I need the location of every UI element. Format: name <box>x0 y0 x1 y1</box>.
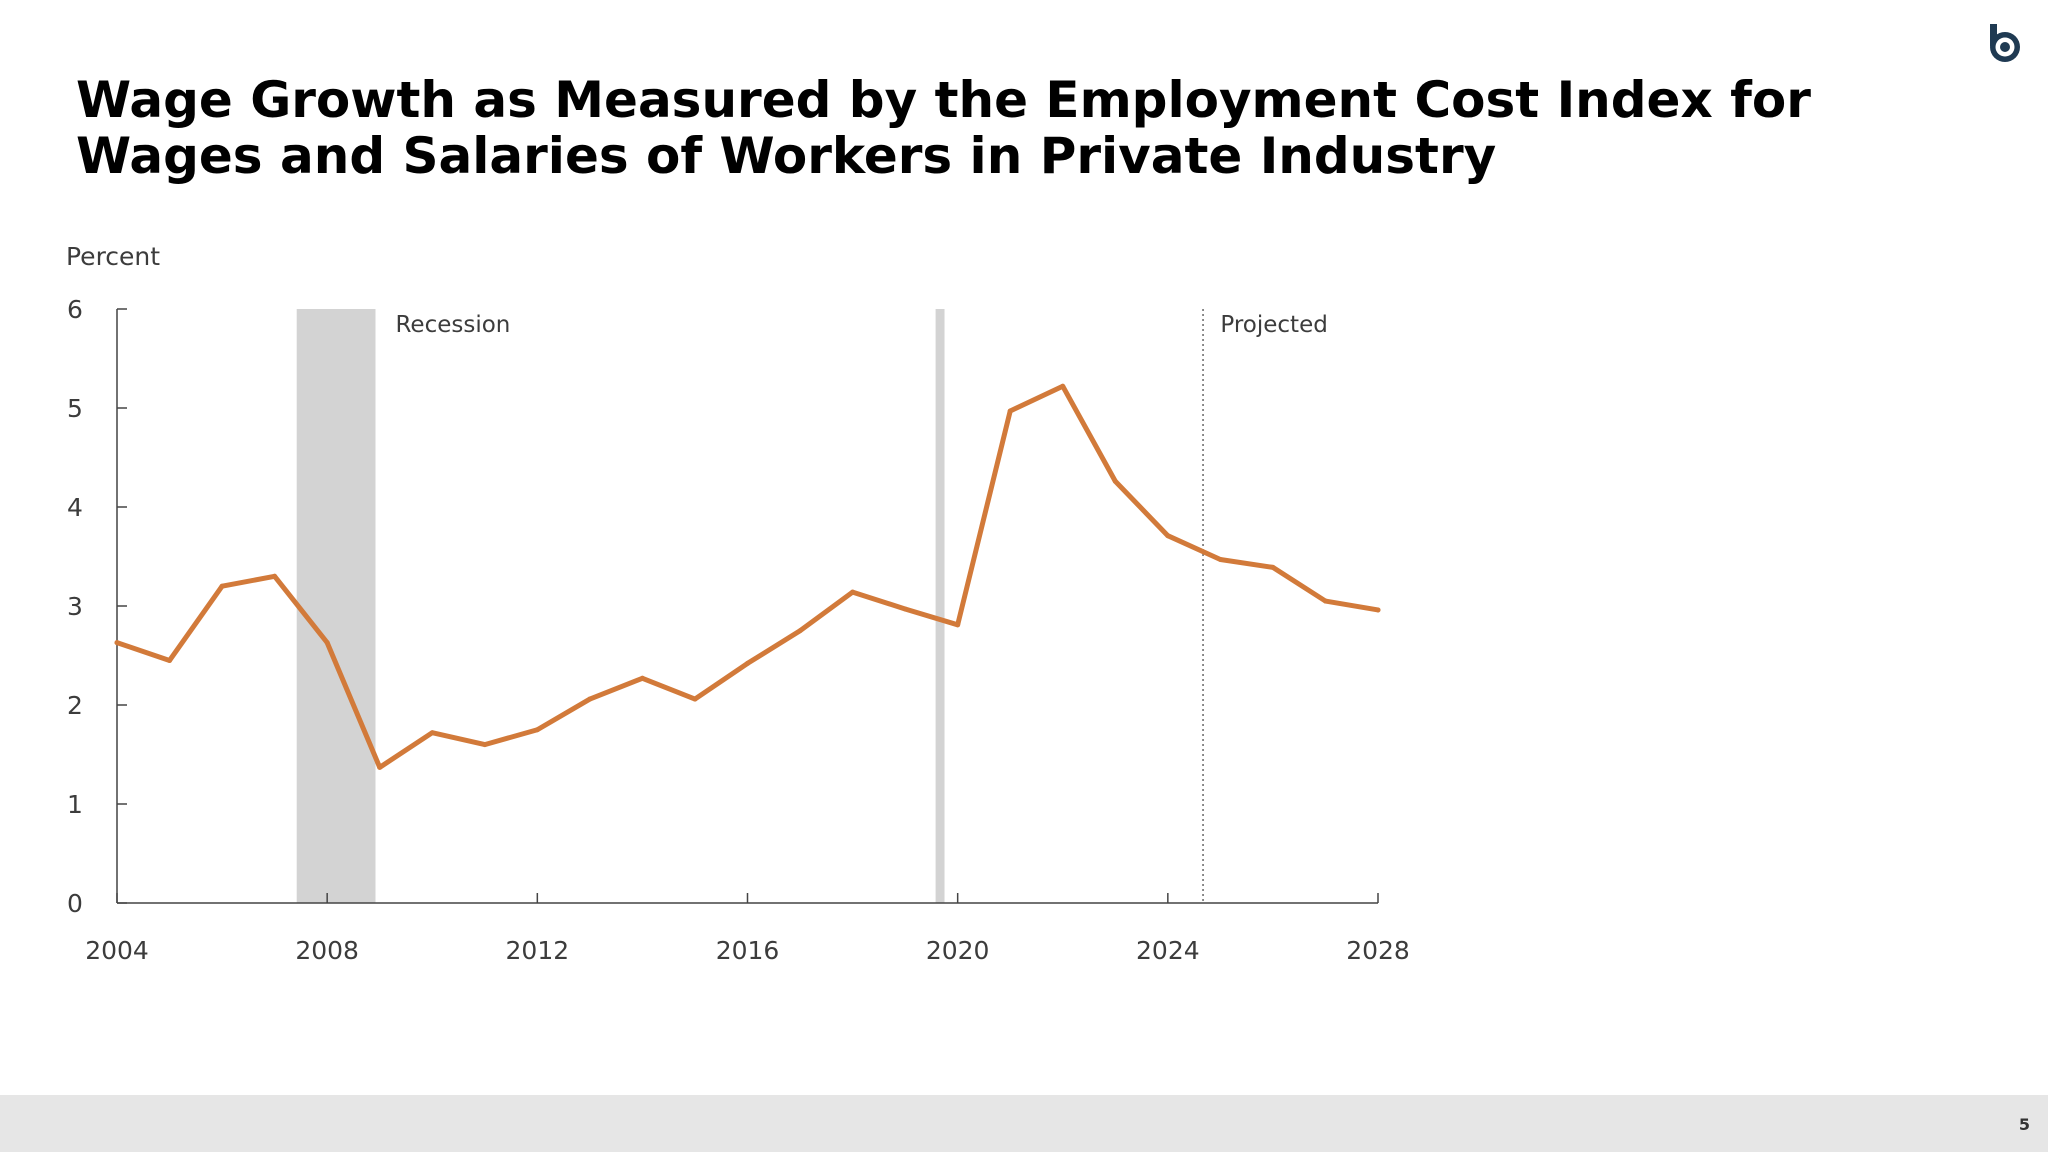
data-point <box>1375 607 1381 613</box>
data-point <box>1165 533 1171 539</box>
data-point <box>692 696 698 702</box>
data-point <box>1217 556 1223 562</box>
data-point <box>902 606 908 612</box>
data-point <box>745 660 750 666</box>
data-point <box>377 764 383 770</box>
x-tick-label: 2016 <box>716 936 780 965</box>
page-number: 5 <box>2018 1115 2030 1134</box>
y-tick-label: 4 <box>67 493 83 522</box>
wage-growth-chart: Recession Projected 0 1 2 3 4 5 6 2004 2008 2012… <box>66 242 1410 965</box>
data-point <box>482 742 488 748</box>
data-point <box>1112 478 1118 484</box>
projected-annotation: Projected <box>1220 312 1327 338</box>
data-points <box>114 383 1381 770</box>
y-tick-label: 5 <box>67 394 83 423</box>
recession-annotation: Recession <box>395 312 510 338</box>
x-tick-label: 2004 <box>85 936 149 965</box>
y-tick-label: 1 <box>67 790 83 819</box>
x-tick-label: 2028 <box>1346 936 1410 965</box>
x-tick-label: 2020 <box>926 936 990 965</box>
recession-bands <box>296 309 945 903</box>
data-point <box>1270 564 1276 570</box>
y-tick-label: 3 <box>67 592 83 621</box>
recession-band <box>935 309 945 903</box>
slide-title: Wage Growth as Measured by the Employmen… <box>76 72 1916 184</box>
y-tick-label: 2 <box>67 691 83 720</box>
data-point <box>1060 383 1066 389</box>
data-point <box>850 589 856 595</box>
data-point <box>1322 598 1328 604</box>
data-point <box>324 640 330 646</box>
data-point <box>797 628 803 634</box>
y-tick-label: 0 <box>67 889 83 918</box>
data-point <box>639 675 645 681</box>
data-point <box>429 730 435 736</box>
cbo-logo-icon <box>1990 24 2020 62</box>
data-point <box>1007 408 1013 414</box>
data-point <box>272 573 278 579</box>
x-tick-label: 2012 <box>506 936 570 965</box>
data-point <box>955 622 961 628</box>
data-point <box>114 640 120 646</box>
slide-title-line-1: Wage Growth as Measured by the Employmen… <box>76 71 1811 129</box>
data-point <box>534 727 540 733</box>
y-axis-label: Percent <box>66 242 160 271</box>
data-point <box>219 583 225 589</box>
y-tick-label: 6 <box>67 295 83 324</box>
slide-footer: 5 <box>0 1095 2048 1152</box>
x-tick-label: 2024 <box>1136 936 1200 965</box>
x-tick-label: 2008 <box>295 936 359 965</box>
x-ticks: 2004 2008 2012 2016 2020 2024 2028 <box>85 893 1410 965</box>
data-point <box>587 696 593 702</box>
slide-title-line-2: Wages and Salaries of Workers in Private… <box>76 127 1497 185</box>
data-point <box>167 657 173 663</box>
recession-band <box>296 309 376 903</box>
y-ticks: 0 1 2 3 4 5 6 <box>67 295 127 918</box>
